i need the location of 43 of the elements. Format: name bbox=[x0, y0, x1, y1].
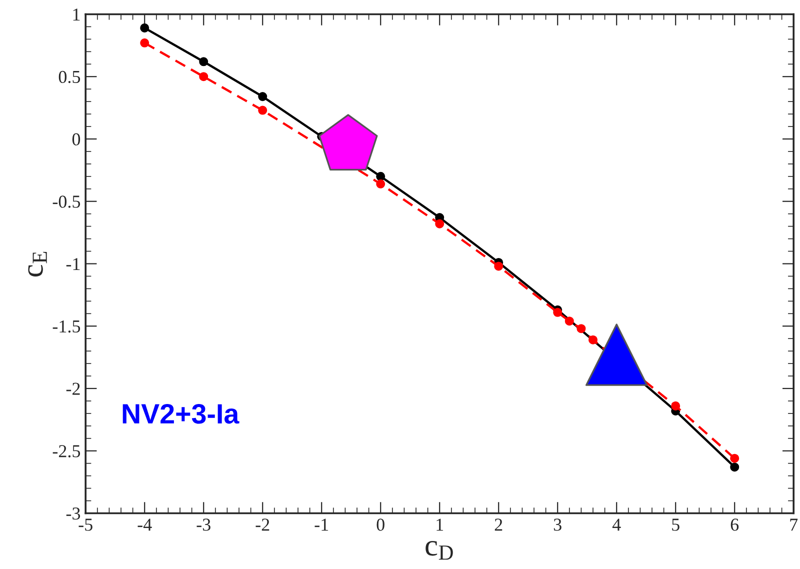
point bbox=[258, 106, 268, 115]
y-tick-label: -1.5 bbox=[52, 320, 80, 333]
y-tick-label: 0 bbox=[72, 133, 80, 146]
point bbox=[494, 262, 504, 271]
point bbox=[576, 324, 586, 334]
point bbox=[140, 38, 150, 48]
point bbox=[671, 401, 680, 410]
x-tick-label: -5 bbox=[78, 518, 92, 531]
point bbox=[588, 335, 598, 344]
x-tick-label: 4 bbox=[612, 518, 621, 531]
y-tick-label: -1 bbox=[66, 258, 80, 270]
y-tick-label: -3 bbox=[66, 508, 80, 520]
point bbox=[730, 462, 740, 472]
x-tick-label: 3 bbox=[554, 518, 562, 531]
x-tick-label: -2 bbox=[256, 518, 270, 531]
y-tick-label: -0.5 bbox=[52, 196, 80, 208]
point bbox=[564, 316, 574, 326]
annotation: NV2+3-Ia bbox=[122, 404, 240, 424]
x-tick-label: 2 bbox=[494, 518, 502, 531]
point bbox=[199, 57, 208, 66]
point bbox=[585, 324, 648, 386]
point bbox=[730, 454, 740, 463]
x-tick-label: 1 bbox=[436, 518, 444, 531]
y-tick-label: 1 bbox=[73, 8, 80, 20]
point bbox=[376, 179, 386, 188]
y-tick-label: -2 bbox=[66, 382, 80, 395]
point bbox=[140, 23, 150, 32]
x-tick-label: -4 bbox=[138, 518, 152, 531]
point bbox=[258, 92, 268, 102]
point bbox=[553, 308, 562, 317]
x-tick-label: -1 bbox=[314, 518, 328, 531]
x-tick-label: 7 bbox=[790, 518, 798, 531]
x-tick-label: -3 bbox=[196, 518, 210, 531]
point bbox=[435, 219, 444, 228]
point bbox=[199, 72, 208, 82]
x-axis-title: c$_{D}$ bbox=[426, 541, 453, 560]
y-tick-label: 0.5 bbox=[58, 70, 80, 84]
x-tick-label: 6 bbox=[730, 518, 739, 531]
point bbox=[376, 172, 386, 181]
y-tick-label: -2.5 bbox=[52, 445, 80, 458]
y-axis-title: c$_{E}$ bbox=[28, 252, 47, 276]
x-tick-label: 0 bbox=[376, 518, 384, 531]
x-tick-label: 5 bbox=[672, 518, 680, 531]
